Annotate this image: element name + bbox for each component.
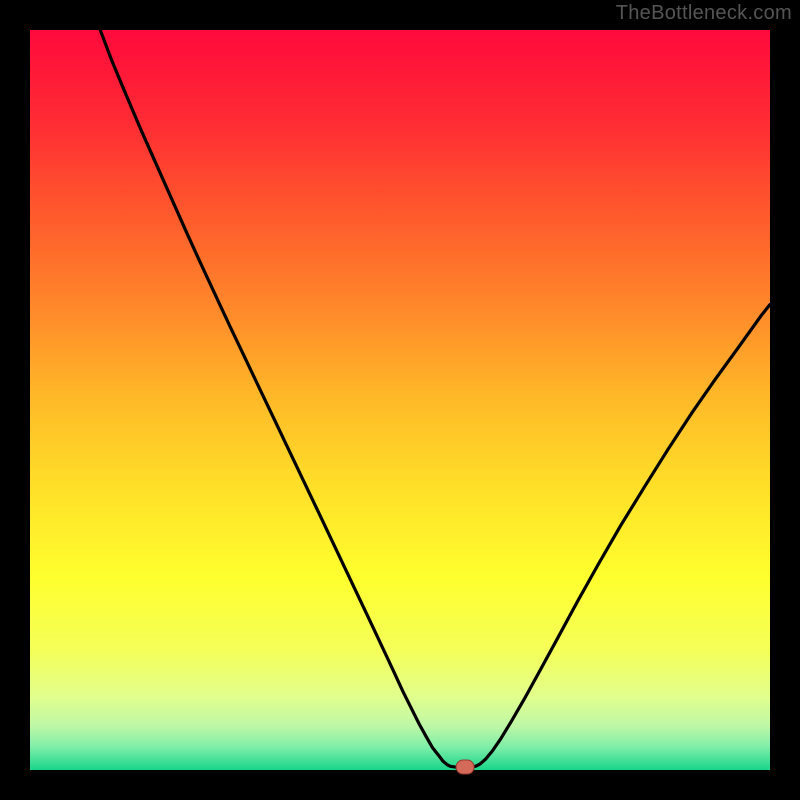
chart-container: TheBottleneck.com xyxy=(0,0,800,800)
plot-background xyxy=(30,30,770,770)
bottleneck-chart xyxy=(0,0,800,800)
optimal-point-marker xyxy=(456,760,474,774)
